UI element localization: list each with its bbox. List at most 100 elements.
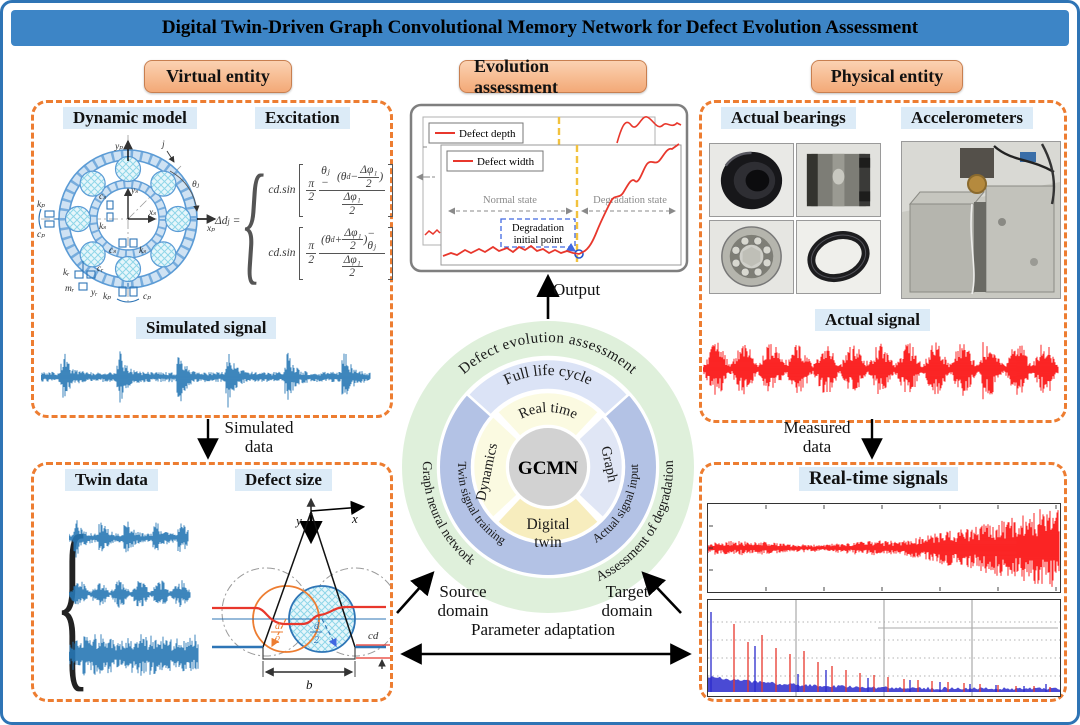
bearing-photo-grid: [709, 143, 881, 295]
defect-size-diagram: y x b cd d 2 d 2: [212, 497, 392, 692]
degradation-state-label: Degradation state: [593, 195, 667, 206]
title-bar: Digital Twin-Driven Graph Convolutional …: [11, 10, 1069, 46]
eq-fn-2: cd.sin: [268, 246, 296, 259]
label-mr: mᵣ: [65, 284, 74, 294]
wheel-inner-bottom-label1: Digital: [526, 516, 569, 533]
eq-bracket: [298, 227, 304, 280]
spring-damper-shaft: [106, 200, 138, 248]
eq-fn-1: cd.sin: [268, 184, 296, 197]
output-arrow: [536, 273, 560, 319]
dynamic-model-label: Dynamic model: [63, 107, 197, 129]
accelerometers-label: Accelerometers: [901, 107, 1033, 129]
label-theta-j: θⱼ: [192, 180, 200, 190]
eq-lhs-sub: j: [227, 217, 230, 227]
legend-defect-width: Defect width: [477, 156, 535, 168]
label-cp-left: cₚ: [37, 230, 45, 240]
label-b: b: [306, 677, 313, 692]
realtime-signals-box: [699, 462, 1067, 702]
spring-damper-left: [38, 208, 59, 230]
svg-text:Real time: Real time: [516, 400, 580, 423]
label-cr: cᵣ: [97, 264, 104, 274]
twin-data-label: Twin data: [65, 469, 158, 491]
label-kr: kᵣ: [63, 268, 70, 278]
bearing-photo-face: [709, 220, 794, 295]
measured-data-arrow: [861, 419, 883, 460]
label-d-right: d: [314, 621, 320, 632]
simulated-signal-label: Simulated signal: [136, 317, 277, 339]
defect-size-label: Defect size: [235, 469, 332, 491]
bearing-face-balls: [731, 236, 772, 277]
label-cs-bottom: cₛ: [109, 246, 116, 256]
eq-brace: {: [244, 146, 265, 296]
bearing-balls: [64, 155, 192, 283]
label-xs: xₛ: [148, 208, 156, 218]
twin-signal-plot-2: [69, 580, 191, 608]
label-2-right: 2: [314, 635, 319, 646]
eq-equals: =: [232, 215, 241, 228]
gcmn-wheel: Defect evolution assessment Graph neural…: [402, 321, 694, 613]
wheel-inner-bottom-label2: twin: [534, 534, 562, 551]
bearing-photo-ring-tilted: [796, 220, 881, 295]
output-label: Output: [553, 280, 601, 299]
wheel-inner-top-label: Real time: [516, 400, 580, 423]
chip-virtual-entity-label: Virtual entity: [166, 66, 270, 86]
twin-signal-plot-1: [69, 520, 189, 558]
gcmn-core-label: GCMN: [518, 458, 578, 479]
label-yr: yᵣ: [90, 288, 98, 298]
label-d-left: d: [275, 621, 281, 632]
source-domain-label: Source domain: [437, 582, 489, 620]
spring-damper-rotor: [74, 261, 96, 291]
degradation-initial-point-line2: initial point: [514, 235, 563, 246]
twin-data-box: [31, 462, 393, 702]
label-cs-mid: cₛ: [99, 192, 106, 202]
label-yp: yₚ: [114, 142, 123, 152]
measured-data-label: Measured data: [783, 418, 851, 456]
label-kp-bottom: kₚ: [103, 292, 111, 302]
chip-physical-entity: Physical entity: [811, 60, 963, 93]
page-title: Digital Twin-Driven Graph Convolutional …: [161, 17, 919, 38]
realtime-spectrum-plot: [707, 599, 1061, 697]
chip-evolution-assessment: Evolution assessment: [459, 56, 647, 97]
bearing-model-diagram: yₚ xₚ yₛ xₛ j θⱼ kₚ cₚ kₚ cₚ cₛ kₛ cₛ kₛ…: [37, 135, 217, 305]
legend-defect-depth: Defect depth: [459, 128, 516, 140]
actual-signal-plot: [703, 342, 1059, 400]
wheel-core: [509, 428, 587, 506]
normal-state-label: Normal state: [483, 195, 537, 206]
actual-signal-label: Actual signal: [815, 309, 930, 331]
physical-entity-box: [699, 100, 1067, 423]
label-ks-bottom: kₛ: [139, 246, 146, 256]
chip-virtual-entity: Virtual entity: [144, 60, 292, 93]
spring-damper-bottom: [116, 283, 140, 303]
twin-signal-plot-3: [69, 634, 199, 676]
label-y-axis: y: [294, 513, 302, 528]
evolution-assessment-chart: Defect depth Defect width Normal state D…: [409, 103, 689, 273]
label-cp-bottom: cₚ: [143, 292, 151, 302]
label-xp: xₚ: [206, 224, 215, 234]
label-j: j: [160, 140, 165, 150]
parameter-adaptation-arrow: [400, 643, 692, 665]
eq-bracket: [388, 164, 393, 217]
eq-bracket: [388, 227, 393, 280]
excitation-label: Excitation: [255, 107, 350, 129]
label-kp-left: kₚ: [37, 200, 45, 210]
label-2-left: 2: [275, 635, 280, 646]
target-domain-arrow: [641, 571, 682, 614]
bearing-photo-dark-front: [709, 143, 794, 218]
eq-bracket: [298, 164, 304, 217]
source-domain-arrow: [396, 571, 435, 614]
actual-bearings-label: Actual bearings: [721, 107, 856, 129]
label-ys: yₛ: [130, 186, 138, 196]
degradation-initial-point-line1: Degradation: [512, 223, 565, 234]
eq-lhs: Δd: [215, 215, 228, 228]
wheel-inner-right-label: Graph: [597, 445, 620, 485]
simulated-signal-plot: [41, 351, 371, 408]
label-ks-mid: kₛ: [99, 222, 106, 232]
simulated-data-arrow: [197, 419, 219, 460]
label-cd: cd: [368, 630, 379, 642]
chip-evolution-assessment-label: Evolution assessment: [474, 55, 558, 97]
target-domain-label: Target domain: [601, 582, 653, 620]
